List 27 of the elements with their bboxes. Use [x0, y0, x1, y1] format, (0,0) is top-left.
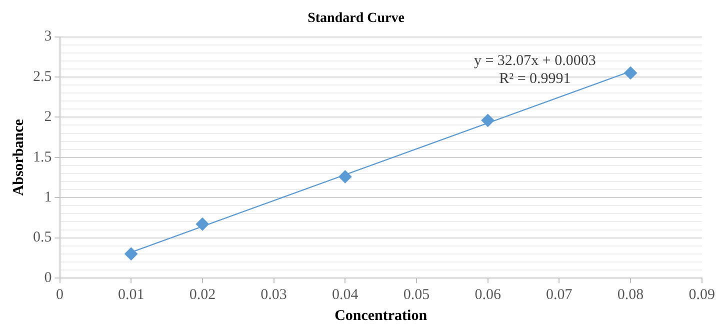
chart-title: Standard Curve — [308, 11, 404, 26]
y-tick-label: 2.5 — [33, 68, 52, 85]
y-tick-label: 3 — [44, 28, 52, 45]
x-tick-label: 0.02 — [189, 286, 216, 303]
point — [481, 114, 494, 127]
x-tick-label: 0.03 — [260, 286, 287, 303]
x-tick-label: 0.06 — [474, 286, 502, 303]
y-tick-label: 2 — [44, 109, 52, 126]
x-tick-label: 0.07 — [546, 286, 573, 303]
x-tick-label: 0.01 — [118, 286, 144, 303]
point — [124, 247, 138, 260]
x-tick-label: 0.04 — [332, 286, 359, 303]
x-axis-title: Concentration — [334, 308, 428, 324]
annotation: R² = 0.9991 — [499, 70, 571, 87]
x-tick-label: 0 — [56, 286, 64, 303]
y-tick-label: 1 — [44, 190, 52, 206]
y-tick-label: 1.5 — [33, 149, 52, 166]
x-tick-label: 0.09 — [688, 286, 715, 303]
y-axis-title: Absorbance — [10, 118, 27, 196]
point — [338, 170, 352, 184]
x-tick-label: 0.05 — [403, 286, 430, 303]
point — [196, 218, 209, 231]
y-tick-label: 0.5 — [33, 230, 52, 246]
annotation: y = 32.07x + 0.0003 — [474, 52, 596, 69]
x-tick-label: 0.08 — [617, 286, 644, 303]
point — [624, 66, 638, 80]
y-tick-label: 0 — [44, 270, 52, 286]
